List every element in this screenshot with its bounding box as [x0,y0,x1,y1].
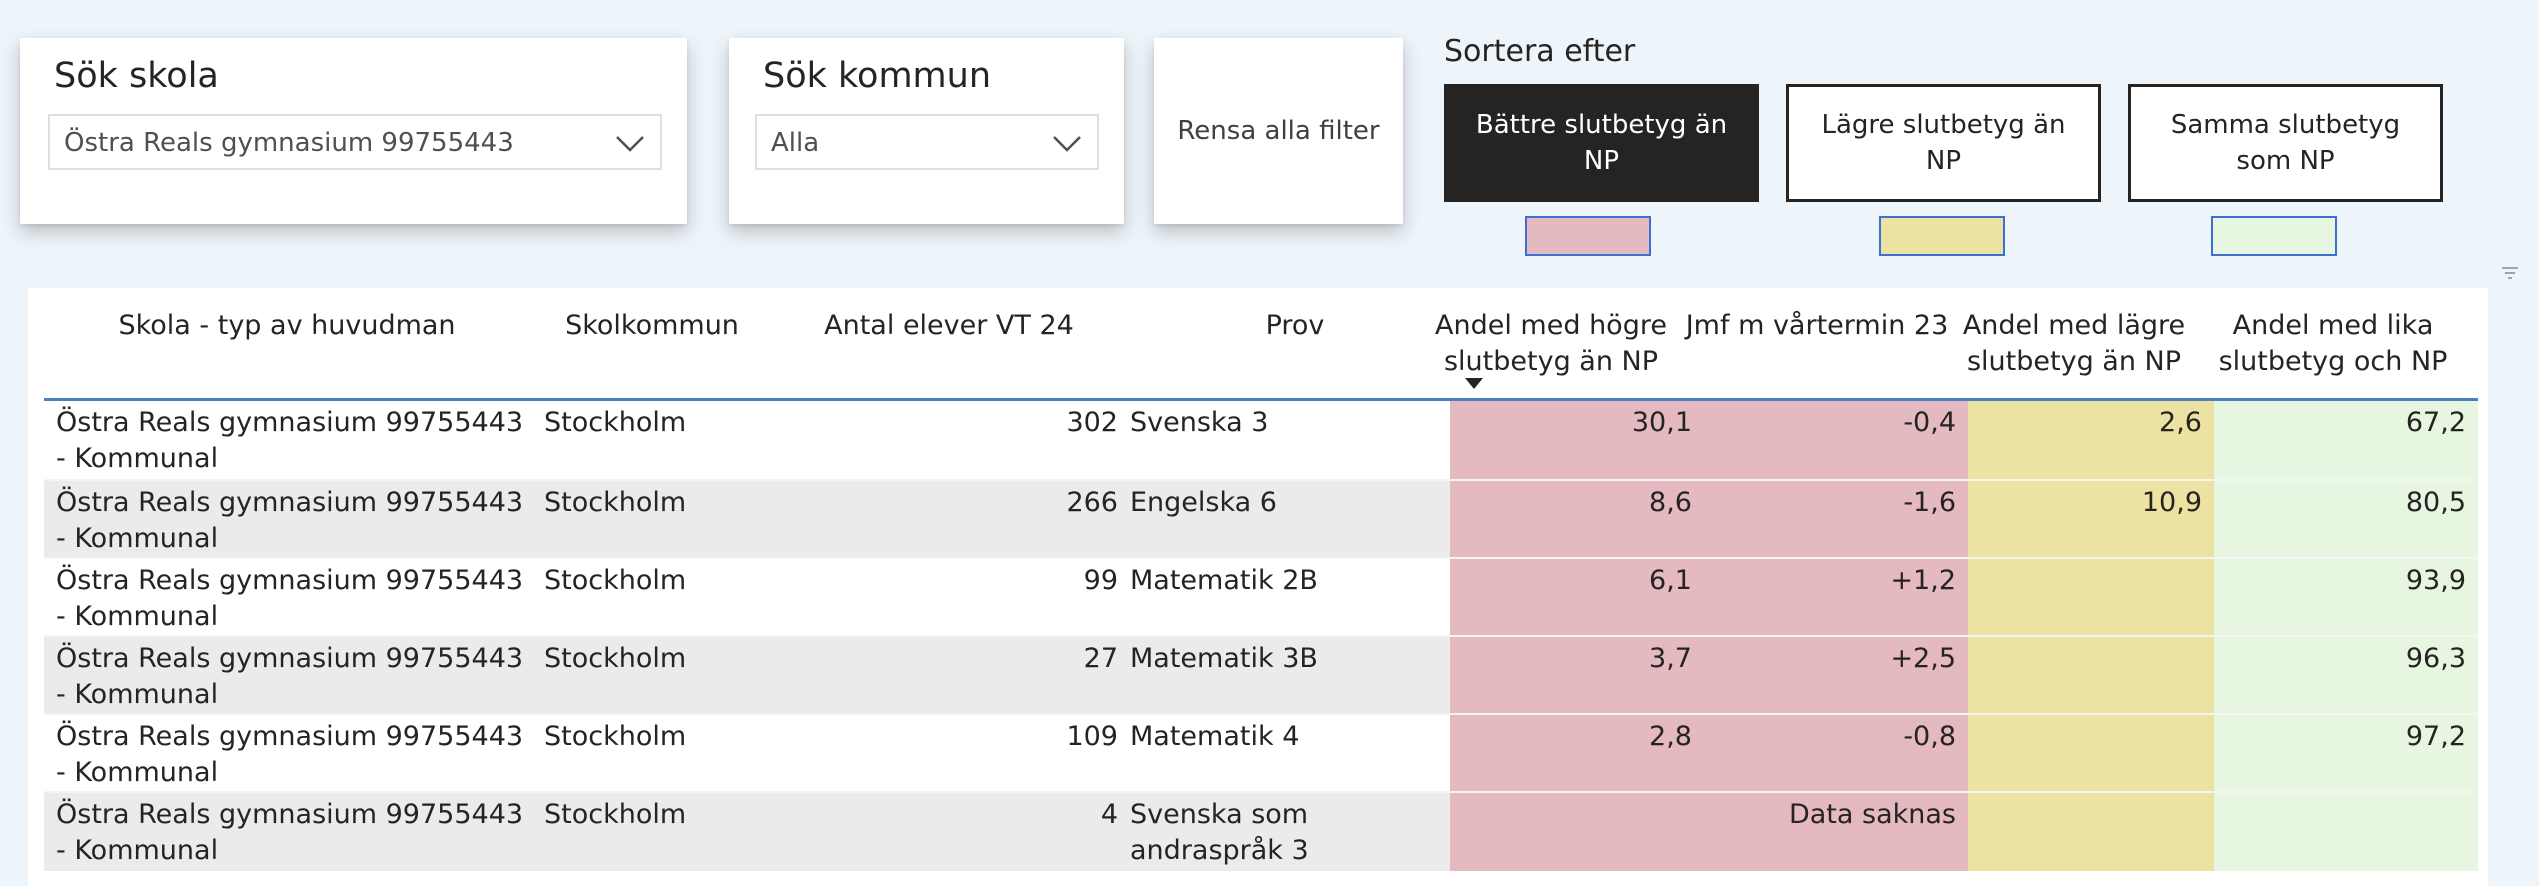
col-header-skola[interactable]: Skola - typ av huvudman [118,310,456,341]
cell-jmf: +1,2 [1702,559,1968,637]
cell-lagre [1968,715,2214,793]
cell-prov: Engelska 6 [1130,487,1277,518]
cell-lagre: 2,6 [1968,401,2214,479]
table-row[interactable]: Östra Reals gymnasium 99755443 - Kommuna… [44,635,2478,715]
cell-skola: Östra Reals gymnasium 99755443 - Kommuna… [56,799,524,866]
cell-jmf: Data saknas [1702,793,1968,871]
col-header-lika[interactable]: Andel med lika slutbetyg och NP [2218,310,2448,377]
kommun-dropdown[interactable]: Alla [755,114,1099,170]
cell-hogre [1450,793,1702,871]
legend-green-swatch [2211,216,2337,256]
cell-skola: Östra Reals gymnasium 99755443 - Kommuna… [56,565,524,632]
school-slicer-title: Sök skola [54,56,219,96]
cell-lika: 67,2 [2214,401,2478,479]
sort-lower-button[interactable]: Lägre slutbetyg än NP [1786,84,2101,202]
clear-filters-button[interactable]: Rensa alla filter [1154,38,1403,224]
col-header-lagre[interactable]: Andel med lägre slutbetyg än NP [1962,310,2186,377]
filter-icon[interactable] [2499,262,2521,284]
cell-lagre [1968,793,2214,871]
cell-antal: 302 [1066,407,1118,438]
sort-label: Sortera efter [1444,34,1636,69]
col-header-antal[interactable]: Antal elever VT 24 [824,310,1074,341]
cell-antal: 109 [1066,721,1118,752]
table-header: Skola - typ av huvudman Skolkommun Antal… [44,288,2478,401]
table-row[interactable]: Östra Reals gymnasium 99755443 - Kommuna… [44,791,2478,871]
cell-hogre: 30,1 [1450,401,1702,479]
school-dropdown-value: Östra Reals gymnasium 99755443 [64,128,514,158]
col-header-prov[interactable]: Prov [1265,310,1325,341]
cell-hogre: 3,7 [1450,637,1702,715]
cell-lagre [1968,637,2214,715]
cell-jmf: -0,4 [1702,401,1968,479]
cell-kommun: Stockholm [544,643,687,674]
cell-hogre: 8,6 [1450,481,1702,559]
cell-kommun: Stockholm [544,407,687,438]
cell-antal: 4 [1100,799,1118,830]
sort-same-button[interactable]: Samma slutbetyg som NP [2128,84,2443,202]
cell-lika: 96,3 [2214,637,2478,715]
cell-lika: 93,9 [2214,559,2478,637]
kommun-slicer-card: Sök kommun Alla [729,38,1124,224]
cell-antal: 266 [1066,487,1118,518]
table-row[interactable]: Östra Reals gymnasium 99755443 - Kommuna… [44,479,2478,559]
kommun-slicer-title: Sök kommun [763,56,992,96]
cell-lika: 97,2 [2214,715,2478,793]
sort-descending-icon [1465,378,1483,389]
cell-kommun: Stockholm [544,721,687,752]
school-dropdown[interactable]: Östra Reals gymnasium 99755443 [48,114,662,170]
cell-skola: Östra Reals gymnasium 99755443 - Kommuna… [56,407,524,474]
cell-antal: 99 [1083,565,1118,596]
cell-skola: Östra Reals gymnasium 99755443 - Kommuna… [56,643,524,710]
cell-jmf: +2,5 [1702,637,1968,715]
school-slicer-card: Sök skola Östra Reals gymnasium 99755443 [20,38,687,224]
col-header-jmf[interactable]: Jmf m vårtermin 23 [1685,310,1949,341]
cell-hogre: 2,8 [1450,715,1702,793]
chevron-down-icon [1053,136,1081,152]
cell-prov: Svenska 3 [1130,407,1269,438]
sort-better-button[interactable]: Bättre slutbetyg än NP [1444,84,1759,202]
cell-jmf: -1,6 [1702,481,1968,559]
cell-prov: Matematik 2B [1130,565,1318,596]
col-header-hogre[interactable]: Andel med högre slutbetyg än NP [1435,310,1667,377]
table-row[interactable]: Östra Reals gymnasium 99755443 - Kommuna… [44,557,2478,637]
cell-antal: 27 [1083,643,1118,674]
cell-prov: Matematik 3B [1130,643,1318,674]
cell-prov: Matematik 4 [1130,721,1300,752]
cell-lagre [1968,559,2214,637]
chevron-down-icon [616,136,644,152]
legend-yellow-swatch [1879,216,2005,256]
cell-kommun: Stockholm [544,487,687,518]
cell-lagre: 10,9 [1968,481,2214,559]
cell-lika [2214,793,2478,871]
cell-kommun: Stockholm [544,799,687,830]
results-table: Skola - typ av huvudman Skolkommun Antal… [28,288,2488,886]
cell-lika: 80,5 [2214,481,2478,559]
legend-pink-swatch [1525,216,1651,256]
table-row[interactable]: Östra Reals gymnasium 99755443 - Kommuna… [44,401,2478,479]
cell-jmf: -0,8 [1702,715,1968,793]
cell-skola: Östra Reals gymnasium 99755443 - Kommuna… [56,721,524,788]
col-header-kommun[interactable]: Skolkommun [565,310,739,341]
cell-kommun: Stockholm [544,565,687,596]
cell-skola: Östra Reals gymnasium 99755443 - Kommuna… [56,487,524,554]
cell-hogre: 6,1 [1450,559,1702,637]
table-row[interactable]: Östra Reals gymnasium 99755443 - Kommuna… [44,713,2478,793]
cell-prov: Svenska som andraspråk 3 [1130,799,1309,866]
kommun-dropdown-value: Alla [771,128,820,158]
